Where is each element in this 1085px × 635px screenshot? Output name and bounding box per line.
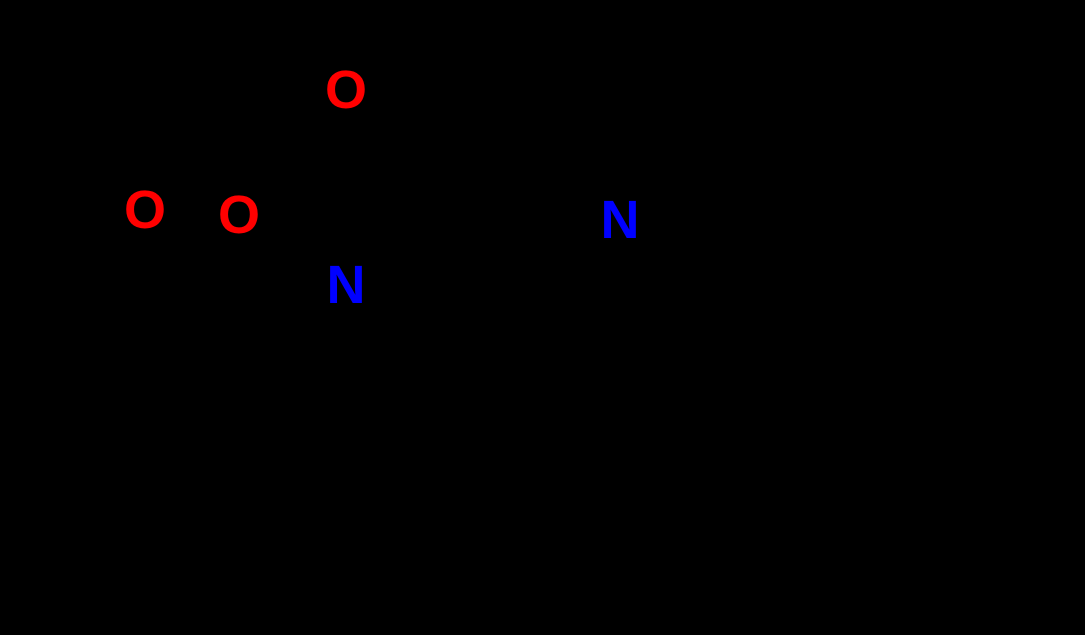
atom-labels: O O O N N bbox=[124, 60, 640, 315]
atom-O1: O bbox=[325, 60, 367, 120]
atom-N2: N bbox=[601, 190, 640, 250]
atom-N1: N bbox=[327, 255, 366, 315]
atom-O3: O bbox=[124, 180, 166, 240]
bonds-group bbox=[145, 118, 900, 400]
atom-O2: O bbox=[218, 185, 260, 245]
molecule-diagram: O O O N N bbox=[0, 0, 1085, 635]
